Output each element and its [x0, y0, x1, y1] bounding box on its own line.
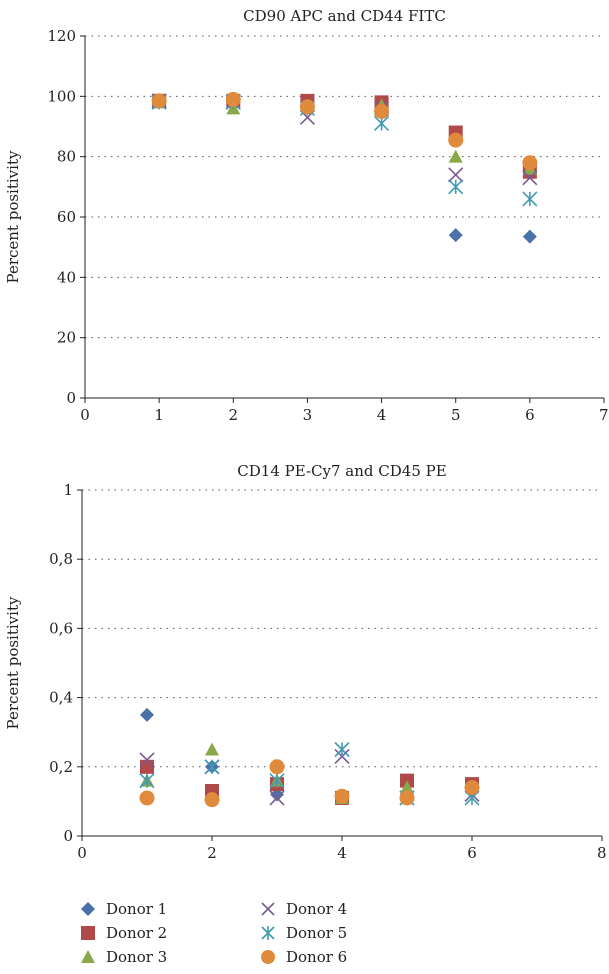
y-tick-label: 80 — [57, 148, 76, 166]
y-tick-label: 20 — [57, 329, 76, 347]
diamond-marker-icon — [81, 902, 95, 916]
data-point — [522, 170, 538, 186]
y-tick-label: 1 — [63, 481, 73, 499]
x-tick-label: 1 — [154, 406, 164, 424]
data-point — [139, 790, 155, 806]
y-tick-label: 120 — [47, 27, 76, 45]
legend-label: Donor 6 — [286, 948, 348, 966]
series-6 — [139, 759, 480, 808]
data-point — [448, 179, 464, 195]
x-tick-label: 4 — [337, 844, 347, 862]
legend-item-donor-1: Donor 1 — [80, 900, 167, 918]
legend-label: Donor 5 — [286, 924, 348, 942]
data-point — [374, 103, 390, 119]
data-point — [139, 752, 155, 768]
y-tick-label: 0,4 — [49, 689, 73, 707]
data-point — [522, 155, 538, 171]
x-tick-label: 2 — [229, 406, 239, 424]
data-point — [269, 790, 285, 806]
triangle-marker-icon — [81, 950, 95, 963]
data-point — [448, 228, 463, 243]
y-axis-label: Percent positivity — [4, 596, 22, 729]
data-point — [399, 790, 415, 806]
legend: Donor 1 Donor 2 Donor 3 Donor 4 Donor 5 … — [80, 900, 500, 974]
star-marker-icon — [261, 926, 275, 940]
chart-2: CD14 PE-Cy7 and CD45 PE Percent positivit… — [4, 462, 607, 862]
series-2 — [152, 93, 537, 179]
x-tick-label: 6 — [525, 406, 535, 424]
x-marker-icon — [261, 902, 275, 916]
series-4 — [151, 93, 538, 186]
x-tick-label: 0 — [77, 844, 87, 862]
data-point — [522, 229, 537, 244]
circle-marker-icon — [261, 950, 275, 964]
data-point — [448, 167, 464, 183]
legend-item-donor-3: Donor 3 — [80, 948, 167, 966]
chart-title: CD90 APC and CD44 FITC — [243, 7, 446, 25]
x-tick-label: 8 — [597, 844, 607, 862]
series-6 — [151, 91, 538, 171]
series-5 — [139, 741, 480, 806]
legend-label: Donor 1 — [106, 900, 168, 918]
y-tick-label: 0,6 — [49, 619, 73, 637]
x-tick-label: 5 — [451, 406, 461, 424]
data-point — [140, 759, 154, 774]
y-tick-label: 60 — [57, 208, 76, 226]
data-point — [299, 99, 315, 115]
series-1 — [152, 93, 537, 244]
x-tick-label: 6 — [467, 844, 477, 862]
legend-item-donor-4: Donor 4 — [260, 900, 347, 918]
data-point — [334, 741, 350, 758]
data-point — [151, 93, 167, 109]
square-marker-icon — [81, 926, 95, 940]
chart-title: CD14 PE-Cy7 and CD45 PE — [237, 462, 446, 480]
legend-label: Donor 3 — [106, 948, 168, 966]
y-tick-label: 40 — [57, 268, 76, 286]
y-tick-label: 100 — [47, 87, 76, 105]
legend-label: Donor 4 — [286, 900, 348, 918]
data-point — [448, 149, 463, 163]
x-tick-label: 0 — [80, 406, 90, 424]
data-point — [448, 132, 464, 148]
y-tick-label: 0,8 — [49, 550, 73, 568]
data-point — [334, 788, 350, 804]
chart-1: CD90 APC and CD44 FITC Percent positivity… — [4, 7, 609, 424]
data-point — [225, 91, 241, 107]
y-tick-label: 0,2 — [49, 758, 73, 776]
x-tick-label: 7 — [599, 406, 609, 424]
series-3 — [152, 95, 537, 175]
data-point — [140, 707, 154, 722]
y-tick-label: 0 — [63, 827, 73, 845]
data-point — [464, 780, 480, 796]
x-tick-label: 3 — [303, 406, 313, 424]
series-1 — [140, 707, 479, 805]
data-point — [204, 759, 220, 775]
y-axis-label: Percent positivity — [4, 150, 22, 283]
x-tick-label: 2 — [207, 844, 217, 862]
data-point — [204, 792, 220, 808]
legend-item-donor-5: Donor 5 — [260, 924, 347, 942]
data-point — [139, 773, 155, 789]
data-point — [205, 742, 219, 756]
series-4 — [139, 748, 480, 806]
y-tick-label: 0 — [66, 389, 76, 407]
data-point — [522, 191, 538, 207]
legend-item-donor-6: Donor 6 — [260, 948, 347, 966]
legend-label: Donor 2 — [106, 924, 168, 942]
series-5 — [151, 94, 538, 207]
x-tick-label: 4 — [377, 406, 387, 424]
data-point — [269, 773, 285, 789]
series-3 — [140, 742, 479, 804]
data-point — [400, 780, 414, 794]
legend-item-donor-2: Donor 2 — [80, 924, 167, 942]
data-point — [269, 759, 285, 775]
charts-svg: CD90 APC and CD44 FITC Percent positivity… — [4, 7, 609, 862]
